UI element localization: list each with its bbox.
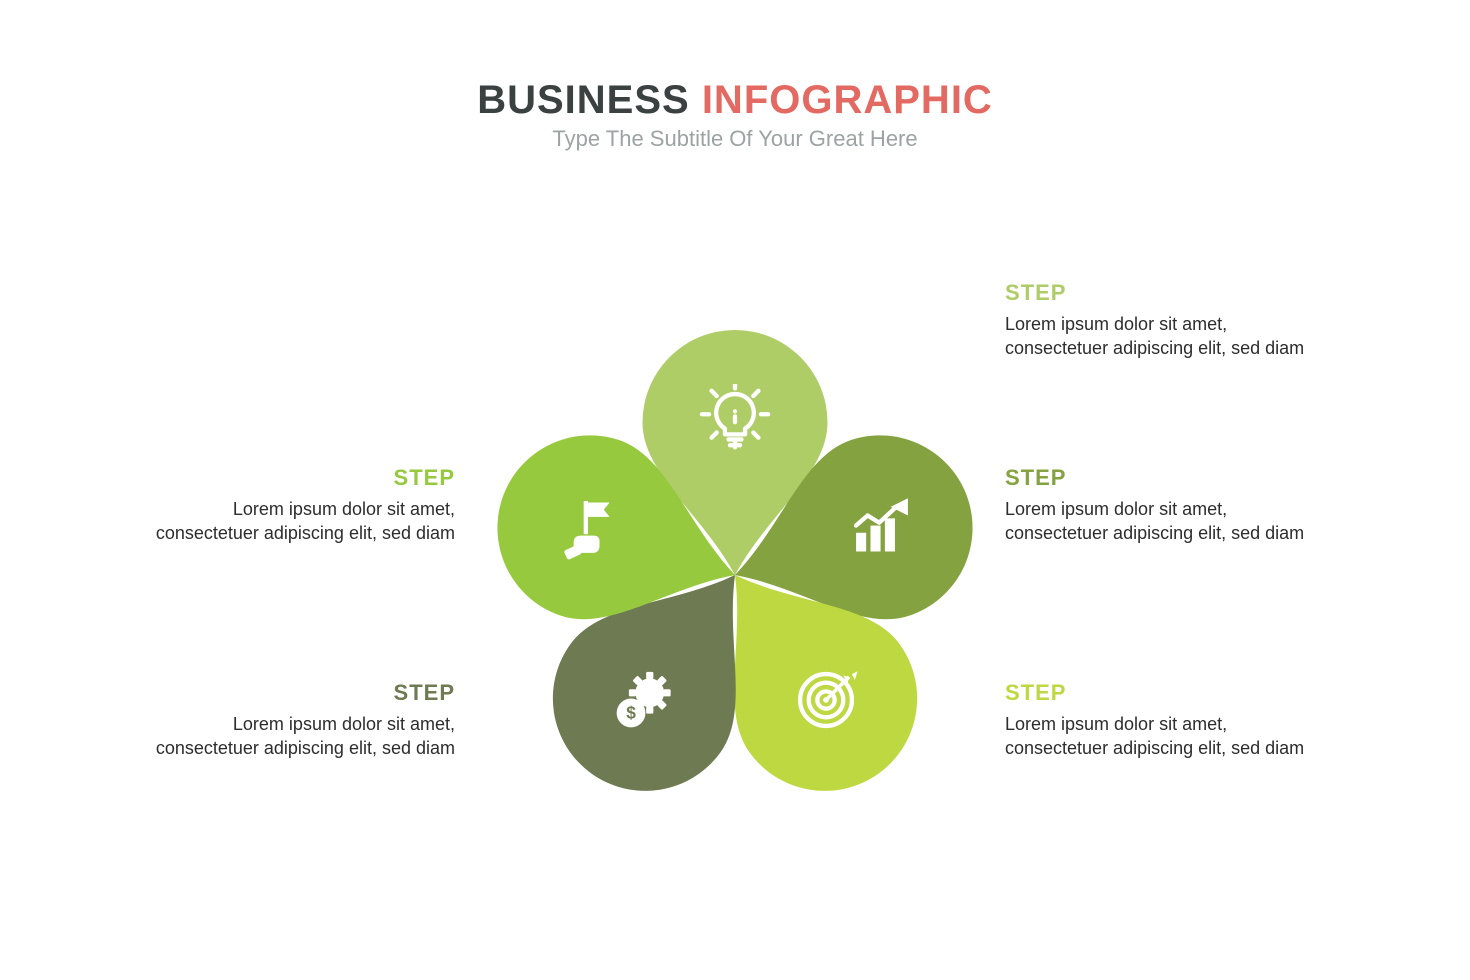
step-body: Lorem ipsum dolor sit amet, consectetuer…: [155, 497, 455, 546]
flower-diagram: $: [470, 310, 1000, 840]
step-callout-4: STEP Lorem ipsum dolor sit amet, consecte…: [155, 465, 455, 546]
lightbulb-icon: [699, 384, 771, 456]
step-label: STEP: [1005, 280, 1305, 306]
title-word-2: INFOGRAPHIC: [702, 78, 993, 122]
step-label: STEP: [155, 465, 455, 491]
gear-dollar-icon: $: [608, 664, 680, 736]
step-body: Lorem ipsum dolor sit amet, consectetuer…: [1005, 312, 1305, 361]
page-title: BUSINESS INFOGRAPHIC: [0, 78, 1470, 123]
step-body: Lorem ipsum dolor sit amet, consectetuer…: [1005, 497, 1305, 546]
step-label: STEP: [155, 680, 455, 706]
title-block: BUSINESS INFOGRAPHIC: [0, 78, 1470, 123]
step-callout-3: STEP Lorem ipsum dolor sit amet, consecte…: [155, 680, 455, 761]
page-subtitle: Type The Subtitle Of Your Great Here: [0, 126, 1470, 152]
step-callout-2: STEP Lorem ipsum dolor sit amet, consecte…: [1005, 680, 1305, 761]
target-icon: [790, 664, 862, 736]
step-callout-0: STEP Lorem ipsum dolor sit amet, consecte…: [1005, 280, 1305, 361]
step-callout-1: STEP Lorem ipsum dolor sit amet, consecte…: [1005, 465, 1305, 546]
title-word-1: BUSINESS: [477, 78, 690, 122]
svg-text:$: $: [626, 703, 636, 723]
step-body: Lorem ipsum dolor sit amet, consectetuer…: [155, 712, 455, 761]
step-label: STEP: [1005, 680, 1305, 706]
step-body: Lorem ipsum dolor sit amet, consectetuer…: [1005, 712, 1305, 761]
flag-hand-icon: [552, 491, 624, 563]
step-label: STEP: [1005, 465, 1305, 491]
chart-up-icon: [846, 491, 918, 563]
